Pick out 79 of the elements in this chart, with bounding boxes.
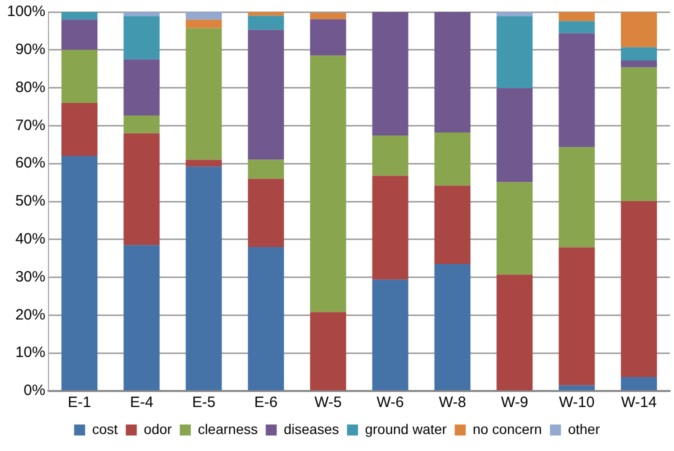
bar — [558, 33, 595, 148]
bar — [372, 12, 408, 136]
bar — [620, 201, 657, 377]
y-tick-label: 0% — [24, 382, 46, 400]
bar — [558, 385, 595, 390]
x-tick-label: W-14 — [621, 394, 657, 412]
bar — [620, 67, 657, 202]
bar — [434, 264, 470, 390]
bar — [248, 12, 284, 16]
y-tick-label: 70% — [15, 116, 46, 134]
x-tick-label: W-8 — [438, 394, 466, 412]
legend-label: diseases — [284, 420, 339, 437]
y-tick-label: 90% — [15, 41, 46, 58]
legend-label: other — [568, 420, 600, 437]
bar — [310, 312, 346, 390]
x-tick-label: E-6 — [254, 394, 278, 412]
bar — [124, 245, 160, 390]
bar — [620, 47, 657, 61]
y-tick-label: 40% — [15, 230, 46, 248]
bar — [558, 147, 595, 248]
bar — [620, 12, 657, 48]
x-tick-label: W-6 — [376, 394, 404, 412]
y-tick-label: 80% — [15, 78, 46, 96]
bar — [496, 274, 533, 390]
y-tick-label: 50% — [15, 192, 46, 210]
bar — [61, 12, 98, 20]
bar — [124, 12, 160, 16]
bar — [310, 19, 346, 56]
legend-label: ground water — [364, 420, 448, 437]
bar — [620, 376, 657, 390]
x-tick-label: W-9 — [500, 394, 528, 412]
bar — [434, 12, 470, 133]
y-tick-label: 30% — [15, 268, 46, 286]
legend-label: cost — [92, 420, 118, 437]
y-tick-label: 10% — [15, 344, 46, 362]
bar — [248, 30, 284, 160]
bar — [61, 20, 98, 50]
bar — [186, 20, 222, 28]
bar — [620, 60, 657, 68]
bar — [186, 160, 222, 167]
bar — [434, 186, 470, 264]
y-tick-label: 60% — [15, 154, 46, 172]
x-tick-label: E-5 — [192, 394, 216, 412]
bar — [496, 88, 533, 182]
y-tick-label: 100% — [6, 3, 46, 20]
bar — [558, 12, 595, 22]
bar — [248, 160, 284, 179]
bar — [496, 16, 533, 88]
bar — [248, 16, 284, 30]
legend-label: odor — [144, 420, 172, 437]
bar — [248, 246, 284, 390]
legend-label: clearness — [198, 420, 258, 437]
bar — [558, 21, 595, 34]
bar — [186, 166, 222, 390]
bar — [558, 247, 595, 386]
y-tick-label: 20% — [15, 306, 46, 324]
bar — [61, 156, 98, 390]
x-tick-label: W-10 — [558, 394, 595, 412]
bar — [124, 115, 160, 134]
bar — [186, 28, 222, 160]
bar — [124, 133, 160, 246]
bar — [186, 12, 222, 20]
bar — [124, 16, 160, 60]
bar — [496, 12, 533, 16]
x-tick-label: E-1 — [68, 394, 92, 412]
bar — [61, 50, 98, 103]
bar — [496, 182, 533, 275]
x-tick-label: W-5 — [314, 394, 342, 412]
bar — [124, 59, 160, 116]
bar — [310, 12, 346, 20]
bar — [372, 280, 408, 390]
bar — [434, 132, 470, 186]
bar — [248, 178, 284, 247]
x-tick-label: E-4 — [130, 394, 154, 412]
legend-label: no concern — [472, 420, 542, 437]
bar — [372, 176, 408, 280]
bar — [310, 56, 346, 312]
bar — [372, 136, 408, 176]
bar — [61, 102, 98, 156]
